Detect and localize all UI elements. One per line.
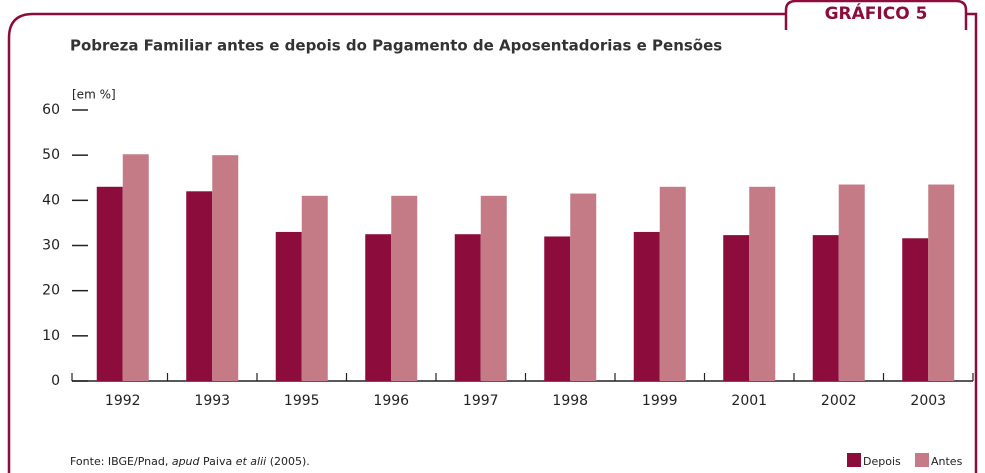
source-part: Fonte: IBGE/Pnad, [70,455,172,468]
legend-label: Antes [931,455,963,468]
y-tick-label: 40 [42,192,60,208]
source-part: (2005). [266,455,310,468]
x-tick-label: 1997 [463,393,499,409]
y-tick-label: 50 [42,147,60,163]
bar [454,234,481,381]
bar [186,191,213,381]
bar [96,186,123,381]
legend-label: Depois [863,455,901,468]
x-tick-label: 1999 [642,393,678,409]
source-part: apud [172,455,201,468]
bar [365,234,392,381]
bar [723,235,750,381]
bar [749,186,776,381]
y-unit: [em %] [72,88,116,102]
bar [659,186,686,381]
y-tick-label: 30 [42,238,60,254]
x-tick-label: 1998 [552,393,588,409]
bar [275,231,302,381]
bar [812,235,839,381]
x-tick-label: 2001 [731,393,767,409]
bar [212,155,239,381]
source: Fonte: IBGE/Pnad, apud Paiva et alii (20… [70,455,310,468]
bar [122,154,149,381]
bar [301,195,328,381]
x-tick-label: 2003 [910,393,946,409]
y-tick-label: 0 [51,373,60,389]
bar [570,193,597,381]
x-tick-label: 1996 [373,393,409,409]
y-tick-label: 20 [42,283,60,299]
bar [928,184,955,381]
bar [544,236,571,381]
legend-swatch [915,453,929,467]
x-tick-label: 1992 [105,393,141,409]
x-tick-label: 2002 [821,393,857,409]
bar [838,184,865,381]
source-part: et alii [236,455,267,468]
bar [633,231,660,381]
badge: GRÁFICO 5 [825,2,928,24]
x-tick-label: 1995 [284,393,320,409]
bar [480,195,507,381]
frame [7,12,978,473]
bar [902,238,929,381]
y-tick-label: 60 [42,102,60,118]
source-part: Paiva [200,455,236,468]
y-tick-label: 10 [42,328,60,344]
bar [391,195,418,381]
badge-box [784,0,968,30]
x-tick-label: 1993 [194,393,230,409]
legend-swatch [847,453,861,467]
chart-title: Pobreza Familiar antes e depois do Pagam… [70,37,722,55]
